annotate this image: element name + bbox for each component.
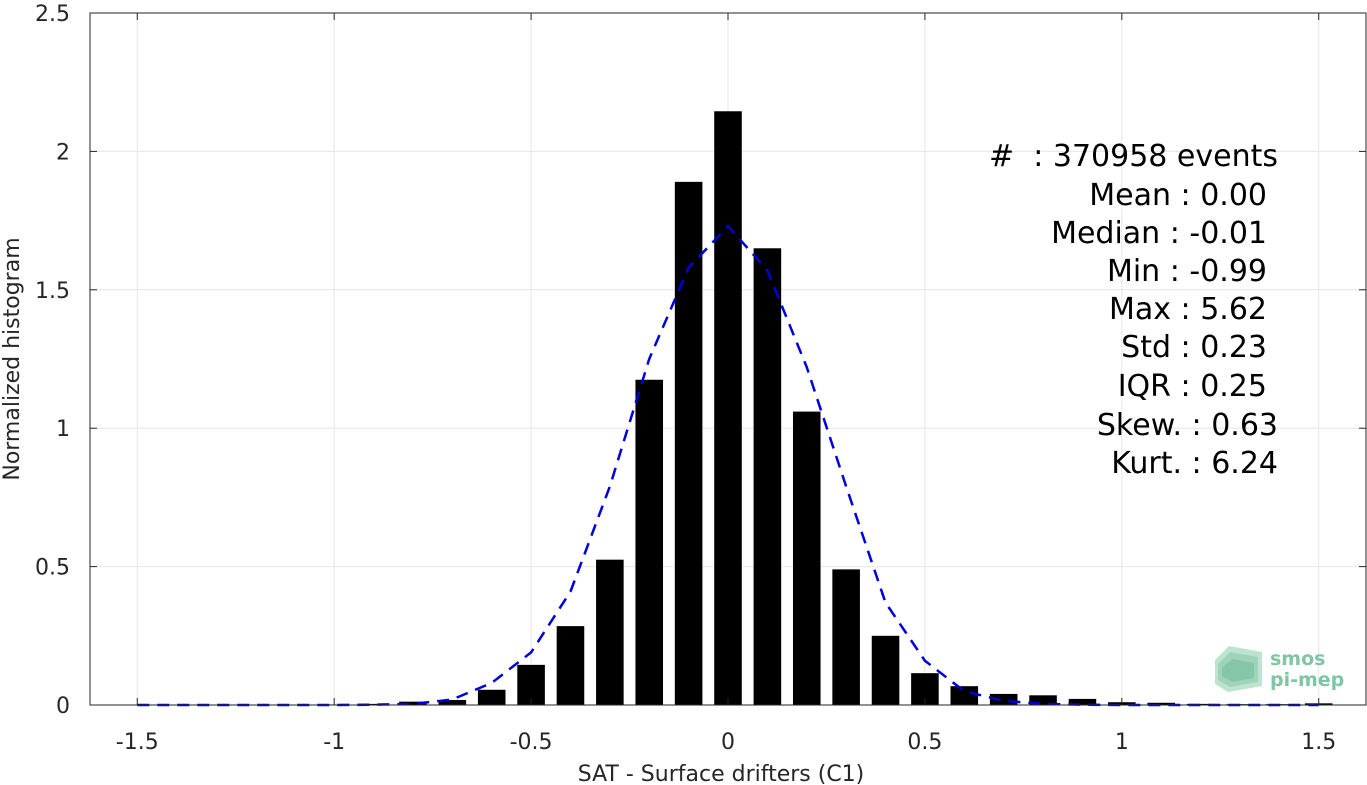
histogram-bar [596, 559, 624, 705]
y-tick-label: 0 [56, 694, 70, 719]
histogram-bar [792, 411, 821, 705]
stats-annotation: # : 370958 events Mean : 0.00 Median : -… [989, 139, 1278, 481]
stats-kurt: Kurt. : 6.24 [1111, 446, 1278, 481]
y-axis-label: Normalized histogram [0, 237, 25, 480]
stats-mean: Mean : 0.00 [1089, 178, 1267, 213]
histogram-bar [477, 689, 506, 705]
histogram-bar [399, 701, 427, 705]
x-tick-label: 1.5 [1301, 730, 1336, 755]
x-tick-label: 0.5 [907, 730, 942, 755]
histogram-bar [1147, 702, 1175, 705]
y-tick-label: 2.5 [35, 2, 70, 27]
histogram-bar [1068, 698, 1097, 705]
stats-skew: Skew. : 0.63 [1097, 408, 1278, 443]
y-tick-label: 1 [56, 417, 70, 442]
x-tick-label: -1.5 [116, 730, 159, 755]
stats-max: Max : 5.62 [1109, 292, 1267, 327]
x-tick-label: -0.5 [510, 730, 553, 755]
histogram-bar [714, 111, 742, 706]
histogram-bar [950, 686, 979, 705]
histogram-bar [359, 703, 388, 705]
histogram-bar [753, 248, 782, 705]
y-tick-label: 2 [56, 140, 70, 165]
histogram-bar [635, 379, 664, 705]
histogram-bars [320, 111, 1333, 706]
y-tick-label: 0.5 [35, 556, 70, 581]
x-axis-label: SAT - Surface drifters (C1) [578, 762, 865, 785]
x-tick-label: 1 [1115, 730, 1129, 755]
stats-count: # : 370958 events [989, 139, 1278, 174]
histogram-bar [438, 700, 467, 705]
logo-line1: smos [1270, 648, 1325, 670]
histogram-bar [871, 635, 900, 705]
fit-curve [137, 224, 1319, 707]
logo-line2: pi-mep [1270, 669, 1344, 691]
y-axis-ticks: 0 0.5 1 1.5 2 2.5 [35, 2, 1366, 719]
stats-iqr: IQR : 0.25 [1118, 369, 1267, 404]
x-axis-ticks: -1.5 -1 -0.5 0 0.5 1 1.5 [116, 13, 1336, 755]
stats-median: Median : -0.01 [1051, 216, 1267, 251]
histogram-bar [1186, 703, 1215, 705]
x-tick-label: 0 [721, 730, 735, 755]
y-tick-label: 1.5 [35, 279, 70, 304]
logo-mark-icon [1215, 646, 1262, 692]
stats-min: Min : -0.99 [1107, 254, 1267, 289]
stats-std: Std : 0.23 [1121, 330, 1267, 365]
histogram-bar [556, 626, 585, 705]
histogram-bar [989, 693, 1018, 705]
histogram-bar [1029, 695, 1057, 705]
histogram-bar [832, 569, 860, 705]
smos-pi-mep-logo: smos pi-mep [1215, 646, 1344, 692]
histogram-bar [674, 181, 703, 705]
x-tick-label: -1 [323, 730, 345, 755]
